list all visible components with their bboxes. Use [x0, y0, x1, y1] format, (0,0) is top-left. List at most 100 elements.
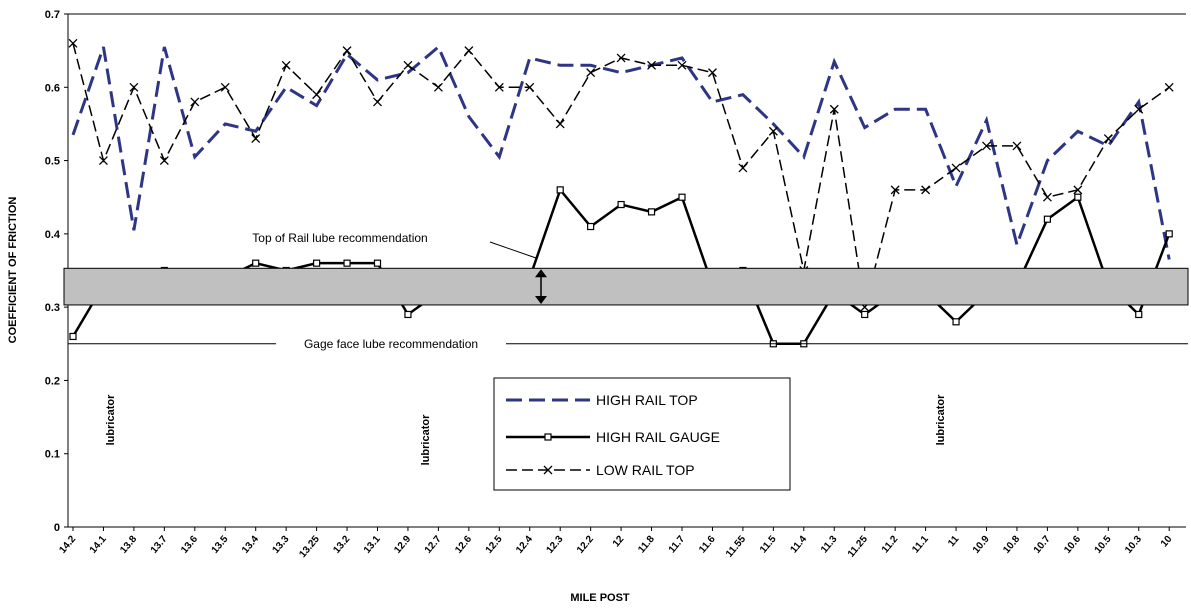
y-tick-label: 0.4 [45, 229, 61, 241]
marker [281, 60, 291, 70]
x-tick-label: 13.7 [149, 534, 170, 556]
x-tick-label: 13.8 [118, 534, 139, 556]
x-tick-label: 11.55 [724, 534, 748, 560]
marker [433, 82, 443, 92]
lubricator-label: lubricator [935, 394, 947, 445]
marker [252, 259, 260, 267]
label-bg [276, 335, 506, 352]
x-tick-label: 10.8 [1001, 534, 1022, 556]
marker [647, 208, 656, 216]
marker [555, 119, 565, 129]
marker [1042, 192, 1052, 202]
marker [373, 259, 382, 267]
marker [1043, 215, 1052, 223]
x-tick-label: 11 [946, 534, 962, 550]
marker [921, 185, 931, 195]
x-tick-label: 13.2 [331, 534, 352, 556]
marker [738, 163, 748, 173]
marker [464, 46, 474, 56]
legend-label: HIGH RAIL GAUGE [596, 429, 720, 445]
marker [1135, 310, 1143, 319]
marker [556, 186, 564, 194]
x-tick-label: 11.2 [880, 534, 901, 556]
marker [647, 60, 657, 70]
marker [525, 82, 535, 92]
marker [982, 141, 991, 151]
marker [829, 104, 839, 114]
x-axis-title: MILE POST [570, 592, 630, 604]
x-tick-label: 12 [611, 534, 627, 550]
marker [343, 259, 351, 267]
marker [707, 68, 717, 78]
y-tick-label: 0.5 [45, 156, 60, 168]
y-tick-label: 0.3 [45, 302, 60, 314]
marker [586, 68, 596, 78]
marker [159, 156, 169, 166]
series-line [71, 187, 1171, 346]
marker [1103, 134, 1113, 144]
x-tick-label: 11.7 [667, 534, 688, 556]
marker [494, 82, 504, 92]
legend [493, 377, 791, 491]
marker [220, 82, 230, 92]
arrow-head [535, 269, 547, 304]
legend-label: HIGH RAIL TOP [596, 392, 698, 408]
x-tick-label: 12.7 [423, 534, 444, 556]
x-tick-label: 14.1 [88, 534, 109, 556]
y-axis-title: COEFFICIENT OF FRICTION [7, 197, 19, 344]
x-tick-label: 11.25 [846, 534, 870, 560]
legend-label: LOW RAIL TOP [596, 462, 695, 478]
x-tick-label: 10.5 [1093, 534, 1114, 556]
x-tick-label: 13.4 [240, 534, 261, 556]
x-tick-label: 12.4 [514, 534, 535, 556]
marker [313, 259, 321, 267]
x-tick-label: 10.3 [1123, 534, 1144, 556]
marker [1073, 185, 1083, 195]
y-tick-label: 0.7 [45, 9, 60, 21]
y-tick-label: 0 [54, 522, 60, 534]
marker [587, 222, 595, 231]
x-tick-label: 12.9 [392, 534, 413, 556]
x-tick-label: 14.2 [57, 534, 78, 556]
marker [1164, 82, 1174, 92]
y-tick-label: 0.6 [45, 82, 60, 94]
x-tick-label: 10 [1159, 534, 1175, 550]
marker [890, 185, 900, 195]
marker [951, 163, 961, 173]
y-tick-label: 0.1 [45, 449, 60, 461]
x-tick-label: 11.1 [910, 534, 931, 556]
x-tick-label: 12.2 [575, 534, 596, 556]
marker [190, 97, 200, 107]
marker [677, 60, 687, 70]
x-tick-label: 13.25 [297, 534, 322, 561]
marker [342, 46, 352, 56]
marker [617, 200, 625, 209]
x-tick-label: 11.3 [819, 534, 840, 556]
marker [616, 53, 626, 63]
marker [69, 332, 77, 341]
marker [1012, 141, 1022, 151]
lubricator-label: lubricator [420, 414, 432, 465]
annotation: Gage face lube recommendation [304, 337, 478, 351]
legend-marker [543, 465, 553, 475]
marker [1165, 230, 1173, 238]
x-tick-label: 13.6 [179, 534, 200, 556]
marker [312, 90, 322, 100]
marker [1134, 104, 1144, 114]
marker [403, 60, 413, 70]
lubricator-label: lubricator [105, 394, 117, 445]
marker [1074, 193, 1082, 201]
recommendation-band [63, 267, 1189, 306]
marker [678, 193, 686, 201]
x-tick-label: 11.8 [636, 534, 657, 556]
x-tick-label: 13.5 [210, 534, 231, 556]
y-tick-label: 0.2 [45, 375, 60, 387]
series-line [72, 43, 1170, 308]
x-tick-label: 11.6 [697, 534, 718, 556]
x-tick-label: 12.5 [484, 534, 505, 556]
marker [404, 310, 412, 319]
series-line [71, 44, 1171, 260]
x-tick-label: 13.3 [271, 534, 292, 556]
marker [251, 134, 261, 144]
